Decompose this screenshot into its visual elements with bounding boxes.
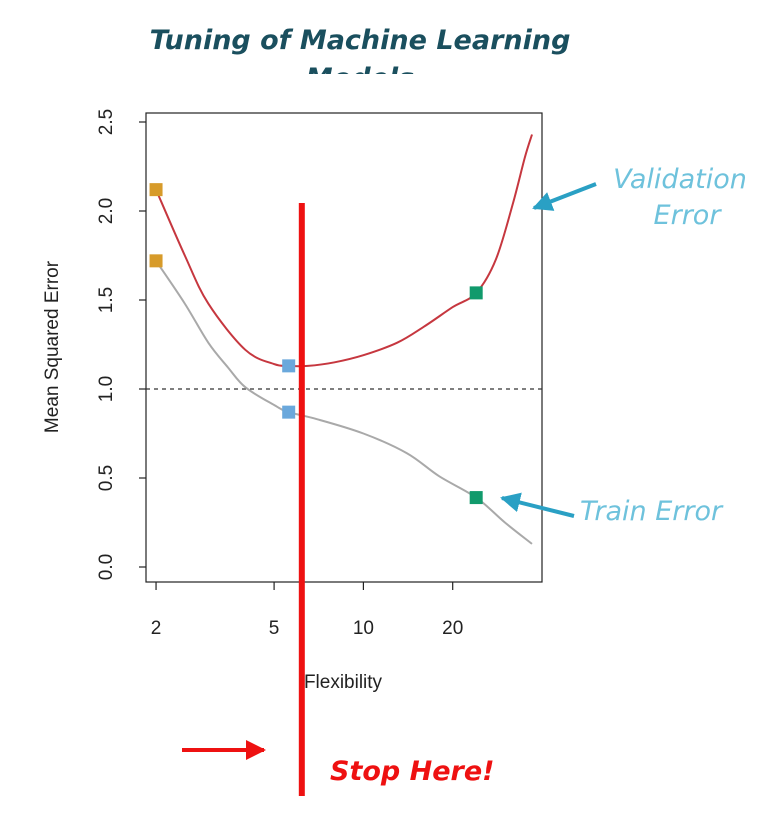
x-tick-label: 10: [353, 618, 374, 639]
series-layer: [155, 134, 533, 545]
y-tick-label: 0.5: [96, 465, 117, 491]
markers-layer: [149, 183, 483, 796]
y-tick-label: 2.5: [96, 109, 117, 135]
validation-label-line1: Validation: [613, 164, 747, 195]
data-point-marker: [469, 286, 483, 300]
data-point-marker: [469, 491, 483, 505]
y-tick-label: 1.0: [96, 376, 117, 402]
slide-title-text: Tuning of Machine Learning Models: [149, 25, 571, 74]
data-point-marker: [149, 183, 163, 197]
stop-here-label: Stop Here!: [330, 756, 495, 787]
data-point-marker: [282, 405, 296, 419]
series-line-validation: [155, 134, 533, 368]
train-error-label: Train Error: [580, 496, 723, 527]
x-tick-label: 20: [442, 618, 463, 639]
y-tick-label: 0.0: [96, 554, 117, 580]
x-tick-label: 5: [269, 618, 280, 639]
data-point-marker: [282, 359, 296, 373]
y-tick-label: 2.0: [96, 198, 117, 224]
y-tick-label: 1.5: [96, 287, 117, 313]
data-point-marker: [149, 254, 163, 268]
plot-area-frame: [145, 112, 543, 583]
slide-title: Tuning of Machine Learning Models: [100, 22, 620, 74]
train-arrow: [500, 492, 575, 518]
y-axis-label: Mean Squared Error: [42, 260, 63, 433]
validation-label-line2: Error: [653, 200, 721, 231]
validation-error-label: Validation Error: [590, 162, 770, 234]
x-tick-label: 2: [151, 618, 162, 639]
x-axis-label: Flexibility: [304, 672, 383, 693]
axes: 0.0 0.5 1.0 1.5 2.0 2.5 Mean Squared Error 2 5 10…: [42, 109, 542, 693]
validation-arrow: [532, 182, 597, 211]
